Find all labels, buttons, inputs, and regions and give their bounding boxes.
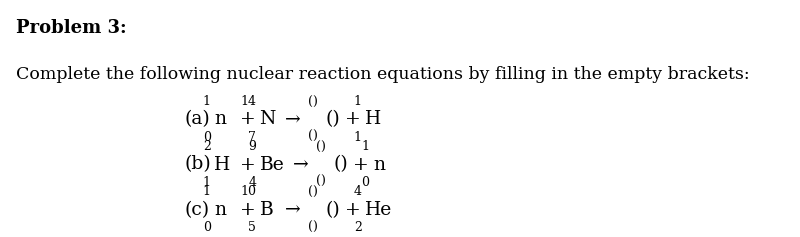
Text: +: + xyxy=(239,155,255,173)
Text: (b): (b) xyxy=(184,155,211,173)
Text: N: N xyxy=(259,110,276,128)
Text: 1: 1 xyxy=(203,186,211,198)
Text: +: + xyxy=(239,201,255,219)
Text: 1: 1 xyxy=(354,131,362,144)
Text: 4: 4 xyxy=(248,176,256,189)
Text: 0: 0 xyxy=(203,131,211,144)
Text: (): () xyxy=(308,186,318,199)
Text: 2: 2 xyxy=(354,221,362,234)
Text: H: H xyxy=(214,155,230,173)
Text: B: B xyxy=(259,201,274,219)
Text: 1: 1 xyxy=(203,176,211,189)
Text: +: + xyxy=(239,110,255,128)
Text: (c): (c) xyxy=(184,201,210,219)
Text: 10: 10 xyxy=(240,186,256,198)
Text: (): () xyxy=(308,96,318,109)
Text: (): () xyxy=(316,175,326,188)
Text: 4: 4 xyxy=(354,186,362,198)
Text: n: n xyxy=(373,155,385,173)
Text: 1: 1 xyxy=(362,140,370,153)
Text: n: n xyxy=(214,201,226,219)
Text: →: → xyxy=(285,110,301,128)
Text: (a): (a) xyxy=(184,110,210,128)
Text: →: → xyxy=(285,201,301,219)
Text: He: He xyxy=(365,201,392,219)
Text: (): () xyxy=(308,220,318,233)
Text: 1: 1 xyxy=(203,95,211,108)
Text: 1: 1 xyxy=(354,95,362,108)
Text: (): () xyxy=(326,110,340,128)
Text: 5: 5 xyxy=(248,221,256,234)
Text: 0: 0 xyxy=(362,176,370,189)
Text: 9: 9 xyxy=(248,140,256,153)
Text: 7: 7 xyxy=(248,131,256,144)
Text: 2: 2 xyxy=(203,140,211,153)
Text: H: H xyxy=(365,110,381,128)
Text: (): () xyxy=(316,141,326,154)
Text: Problem 3:: Problem 3: xyxy=(16,18,126,36)
Text: n: n xyxy=(214,110,226,128)
Text: +: + xyxy=(353,155,369,173)
Text: +: + xyxy=(345,201,361,219)
Text: +: + xyxy=(345,110,361,128)
Text: (): () xyxy=(308,130,318,143)
Text: →: → xyxy=(293,155,309,173)
Text: Be: Be xyxy=(259,155,284,173)
Text: 0: 0 xyxy=(203,221,211,234)
Text: (): () xyxy=(334,155,348,173)
Text: 14: 14 xyxy=(240,95,256,108)
Text: Complete the following nuclear reaction equations by filling in the empty bracke: Complete the following nuclear reaction … xyxy=(16,66,750,83)
Text: (): () xyxy=(326,201,340,219)
